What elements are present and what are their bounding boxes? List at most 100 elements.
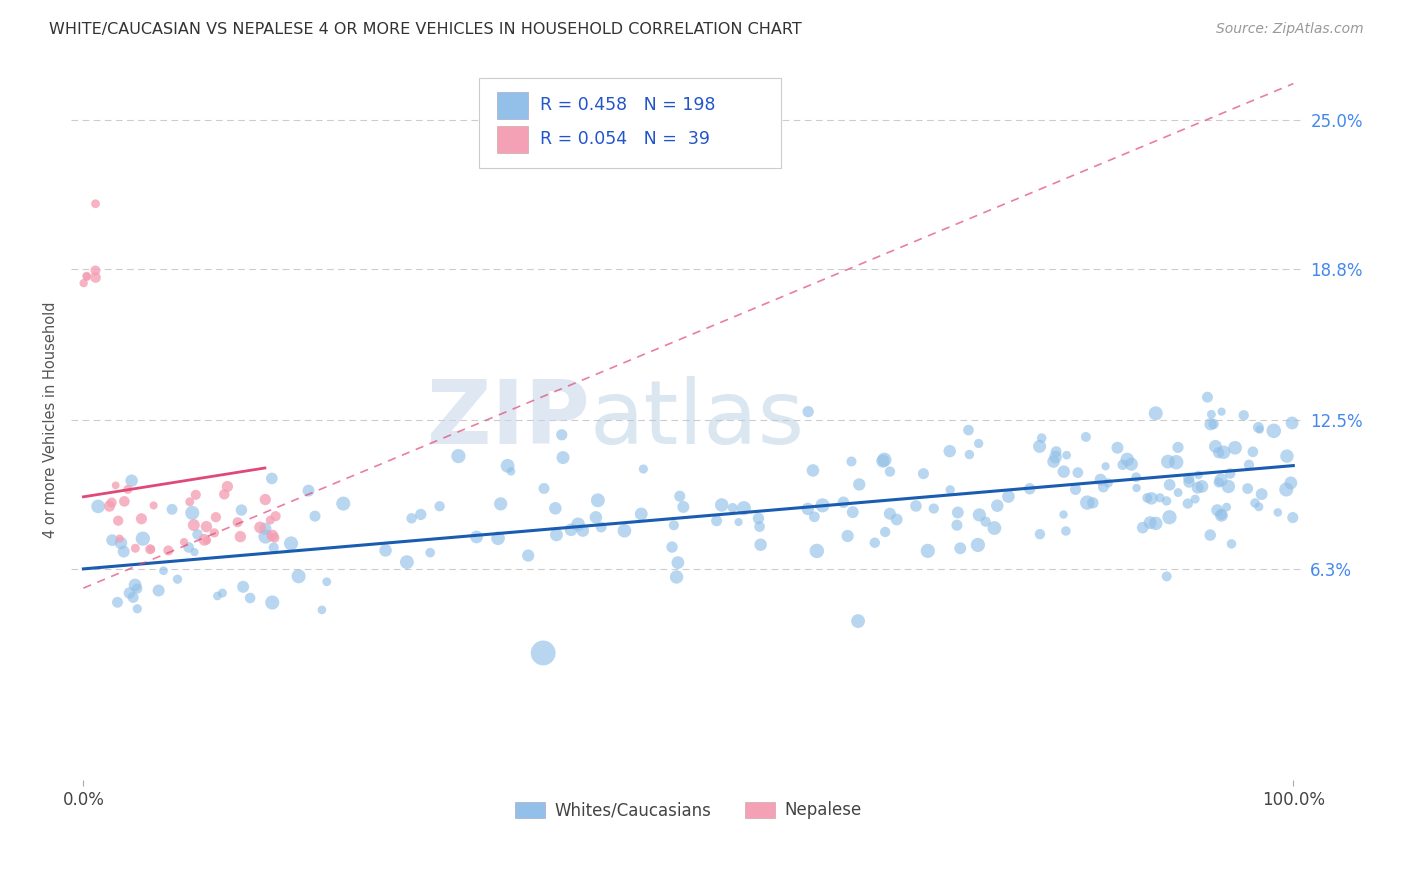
Point (304, 509, 326, 524)
Point (226, 515, 249, 529)
Point (108, 532, 131, 546)
Point (1140, 491, 1163, 506)
Point (969, 508, 991, 522)
Point (1092, 480, 1115, 494)
Point (957, 448, 980, 462)
Point (1241, 444, 1264, 458)
Point (254, 492, 277, 507)
Point (633, 462, 655, 476)
Point (186, 527, 208, 541)
Point (139, 542, 162, 557)
Point (662, 518, 685, 533)
Point (997, 490, 1019, 504)
Point (84, 196, 107, 211)
Point (280, 536, 302, 550)
Point (84, 270, 107, 285)
Point (254, 529, 277, 543)
Point (1149, 491, 1171, 505)
Point (946, 506, 969, 520)
Point (183, 545, 205, 559)
Point (661, 540, 683, 554)
Point (1263, 424, 1285, 438)
Point (1116, 452, 1139, 467)
Point (551, 427, 574, 442)
Point (668, 489, 690, 503)
Point (1211, 405, 1233, 419)
Point (1199, 417, 1222, 432)
Point (1144, 516, 1167, 531)
FancyBboxPatch shape (498, 92, 527, 120)
Point (1187, 468, 1209, 483)
Point (1097, 475, 1119, 490)
Text: ZIP: ZIP (427, 376, 589, 464)
Point (1208, 446, 1230, 460)
Point (184, 488, 207, 502)
Point (100, 495, 122, 509)
Point (848, 477, 870, 491)
Point (202, 525, 225, 540)
Point (409, 508, 432, 522)
Point (465, 530, 488, 544)
Point (1159, 478, 1181, 492)
Point (152, 564, 174, 578)
Point (231, 503, 253, 517)
Point (259, 513, 281, 527)
Point (183, 518, 205, 533)
Point (131, 512, 153, 526)
Point (727, 515, 749, 529)
Point (912, 467, 935, 481)
Point (1094, 459, 1116, 474)
Point (486, 531, 509, 545)
Point (260, 529, 283, 543)
Point (1209, 473, 1232, 487)
Point (551, 450, 574, 465)
Point (181, 506, 204, 520)
Point (124, 541, 146, 556)
Point (1159, 510, 1181, 524)
Point (173, 535, 195, 549)
Text: atlas: atlas (589, 376, 804, 464)
Point (1054, 524, 1077, 538)
Point (879, 507, 901, 521)
Point (374, 543, 396, 558)
Point (1187, 481, 1209, 495)
Point (1199, 528, 1222, 542)
Point (1275, 449, 1298, 463)
Point (917, 544, 939, 558)
Point (797, 405, 820, 419)
Point (1156, 494, 1178, 508)
Point (332, 497, 354, 511)
Point (166, 572, 188, 586)
Point (1052, 508, 1074, 522)
Point (254, 522, 277, 536)
Point (239, 591, 262, 605)
Point (986, 499, 1008, 513)
Point (1107, 441, 1129, 455)
Point (630, 507, 652, 521)
Y-axis label: 4 or more Vehicles in Household: 4 or more Vehicles in Household (44, 301, 58, 538)
Point (110, 536, 132, 550)
Point (127, 601, 149, 615)
Point (1056, 448, 1078, 462)
Point (142, 499, 165, 513)
Point (1139, 516, 1161, 530)
Point (1028, 439, 1050, 453)
Point (262, 595, 284, 609)
Point (983, 521, 1005, 535)
Point (1031, 431, 1053, 445)
Point (1215, 500, 1237, 514)
Point (544, 501, 567, 516)
Point (1201, 407, 1223, 421)
Point (1166, 455, 1188, 469)
Point (207, 589, 229, 603)
Point (748, 519, 770, 533)
Point (949, 541, 972, 556)
Point (721, 500, 744, 515)
Point (806, 544, 828, 558)
Point (1045, 444, 1067, 458)
Point (1074, 430, 1097, 444)
Point (118, 586, 141, 600)
Point (429, 500, 451, 514)
Point (124, 578, 146, 592)
Point (1018, 482, 1040, 496)
